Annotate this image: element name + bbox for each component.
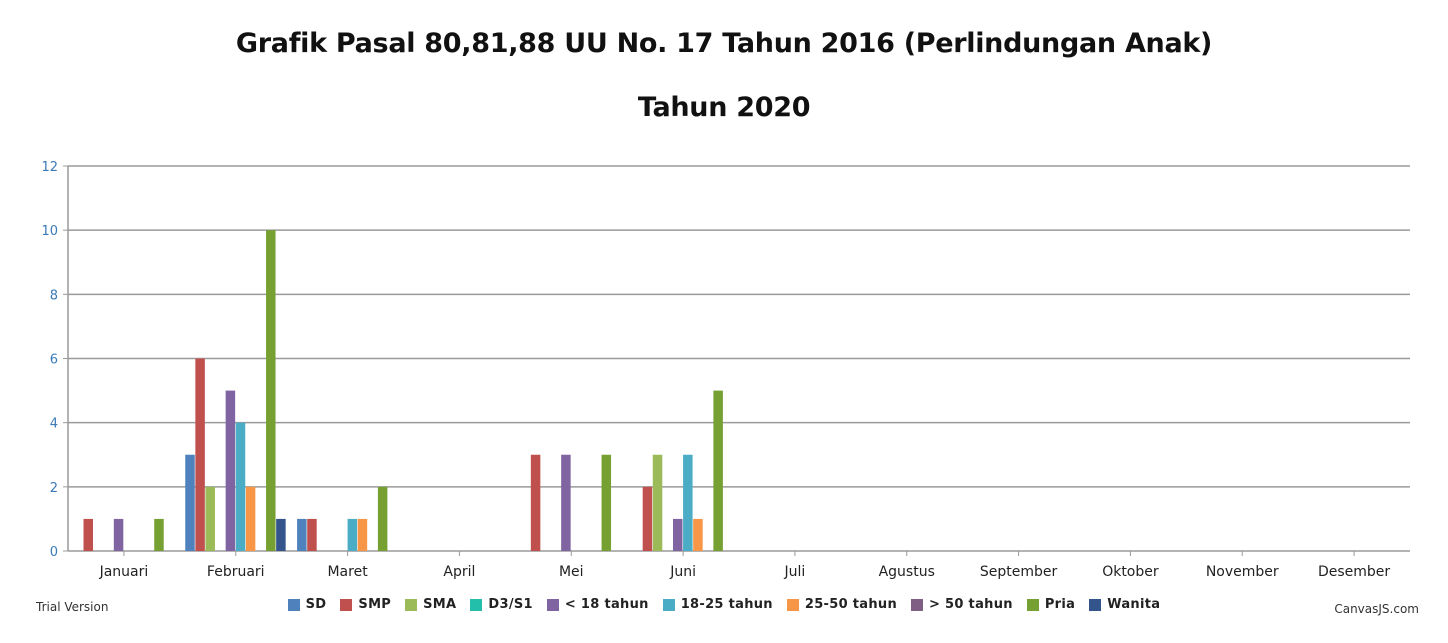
- legend-swatch: [546, 598, 559, 611]
- y-tick-label: 4: [50, 417, 58, 432]
- bar: [83, 518, 94, 551]
- bar: [154, 518, 164, 551]
- x-tick-label: September: [980, 564, 1058, 580]
- bar: [185, 454, 195, 551]
- bar: [195, 358, 205, 551]
- legend-item[interactable]: < 18 tahun: [546, 597, 649, 612]
- bar: [205, 486, 215, 551]
- bar: [713, 390, 723, 551]
- legend-label: SMA: [423, 597, 457, 612]
- legend-label: < 18 tahun: [564, 597, 649, 612]
- legend-item[interactable]: Wanita: [1089, 597, 1160, 612]
- legend-swatch: [662, 598, 675, 611]
- y-tick-label: 8: [50, 288, 58, 303]
- y-tick-label: 0: [50, 545, 58, 560]
- legend-item[interactable]: D3/S1: [470, 597, 533, 612]
- bar: [601, 454, 612, 551]
- bar: [266, 230, 276, 551]
- x-tick-label: Maret: [327, 564, 368, 580]
- bar: [276, 518, 286, 551]
- legend-swatch: [786, 598, 799, 611]
- legend-label: D3/S1: [488, 597, 533, 612]
- legend-swatch: [1089, 598, 1102, 611]
- bar: [297, 518, 307, 551]
- legend-item[interactable]: 18-25 tahun: [662, 597, 773, 612]
- x-tick-label: Januari: [99, 564, 149, 580]
- legend-label: 18-25 tahun: [680, 597, 773, 612]
- bar: [642, 486, 653, 551]
- y-tick-label: 12: [41, 160, 58, 175]
- bar: [652, 454, 663, 551]
- canvasjs-credit-link[interactable]: CanvasJS.com: [1334, 602, 1419, 616]
- bar: [693, 518, 703, 551]
- bar: [347, 518, 358, 551]
- legend-swatch: [911, 598, 924, 611]
- chart-title: Grafik Pasal 80,81,88 UU No. 17 Tahun 20…: [235, 28, 1213, 59]
- legend-swatch: [470, 598, 483, 611]
- x-tick-label: April: [443, 564, 475, 580]
- x-tick-label: November: [1206, 564, 1279, 580]
- bar: [235, 422, 246, 551]
- x-tick-label: Juli: [784, 564, 806, 580]
- bar: [377, 486, 388, 551]
- bar: [225, 390, 236, 551]
- legend-item[interactable]: > 50 tahun: [911, 597, 1013, 612]
- trial-version-label: Trial Version: [36, 600, 109, 614]
- legend-label: Wanita: [1107, 597, 1161, 612]
- bar: [113, 518, 124, 551]
- legend-label: SD: [305, 597, 327, 612]
- legend-label: 25-50 tahun: [804, 597, 898, 612]
- legend-swatch: [287, 598, 300, 611]
- legend-swatch: [405, 598, 418, 611]
- legend-label: Pria: [1044, 597, 1076, 612]
- chart-legend: SD SMP SMA D3/S1 < 18 tahun 18-25 tahun 25-50 …: [0, 597, 1448, 612]
- bar: [357, 518, 368, 551]
- bar-chart: 0 2 4 6 8 10 12 Januari Februari Maret April Mei Jun…: [41, 160, 1410, 580]
- x-tick-label: Oktober: [1102, 564, 1159, 580]
- bar: [245, 486, 256, 551]
- bar: [530, 454, 541, 551]
- legend-label: SMP: [358, 597, 392, 612]
- x-tick-label: Agustus: [879, 564, 935, 580]
- legend-item[interactable]: Pria: [1026, 597, 1076, 612]
- legend-swatch: [1026, 598, 1039, 611]
- legend-item[interactable]: SD: [287, 597, 327, 612]
- legend-label: > 50 tahun: [929, 597, 1013, 612]
- bar: [307, 518, 317, 551]
- y-tick-label: 2: [50, 481, 58, 496]
- legend-swatch: [340, 598, 353, 611]
- chart-subtitle: Tahun 2020: [637, 92, 811, 123]
- legend-item[interactable]: 25-50 tahun: [786, 597, 898, 612]
- x-tick-label: Desember: [1318, 564, 1390, 580]
- x-tick-label: Februari: [207, 564, 265, 580]
- bar: [683, 454, 693, 551]
- x-tick-label: Mei: [559, 564, 584, 580]
- y-tick-label: 6: [50, 353, 58, 368]
- y-tick-label: 10: [41, 224, 58, 239]
- bar: [672, 518, 683, 551]
- legend-item[interactable]: SMA: [405, 597, 456, 612]
- bar: [561, 454, 571, 551]
- x-tick-label: Juni: [669, 564, 696, 580]
- legend-item[interactable]: SMP: [340, 597, 391, 612]
